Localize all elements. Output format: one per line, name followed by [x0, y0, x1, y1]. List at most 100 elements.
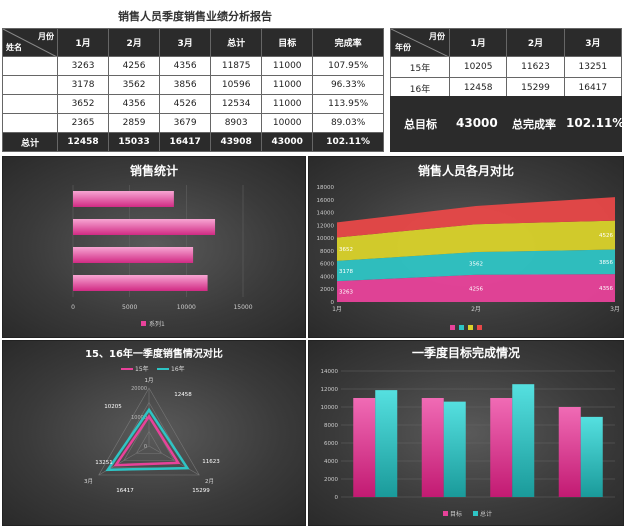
area-series	[337, 197, 615, 238]
y-tick-label: 4000	[324, 459, 338, 465]
column-bar	[580, 416, 603, 497]
x-tick-label: 5000	[122, 304, 137, 311]
table-cell: 113.95%	[312, 94, 384, 114]
table-cell: 3856	[159, 75, 212, 95]
column-bar	[421, 398, 444, 497]
legend-label: 总计	[480, 510, 492, 518]
table-cell: 12534	[210, 94, 263, 114]
monthly-compare-chart: 销售人员各月对比 0 2000 4000 6000 8000 10000 12000 1400…	[317, 163, 620, 330]
column-bar	[443, 401, 466, 497]
table-row: 15年 10205 11623 13251	[390, 56, 623, 78]
table-cell: 102.11%	[312, 132, 384, 152]
row-name: 15年	[390, 56, 450, 78]
corner-bottom-label: 年份	[395, 43, 411, 52]
y-tick-label: 10000	[321, 405, 339, 411]
table-row: 2365 2859 3679 8903 10000 89.03%	[2, 113, 384, 133]
target-completion-panel: 一季度目标完成情况 0 2000 4000 6000 8000 10000 12000 140…	[308, 340, 624, 526]
table-cell: 89.03%	[312, 113, 384, 133]
total-row: 总计 12458 15033 16417 43908 43000 102.11%	[2, 132, 384, 152]
y-tick-label: 0	[335, 495, 339, 501]
column-header: 1月	[56, 28, 110, 57]
value-label: 15299	[192, 488, 210, 494]
chart-title: 15、16年一季度销售情况对比	[85, 347, 223, 360]
total-rate-label: 总完成率	[512, 118, 556, 131]
row-name: 总计	[2, 132, 58, 152]
x-tick-label: 1月	[332, 306, 342, 313]
y-tick-label: 14000	[321, 369, 339, 375]
year-compare-panel: 15、16年一季度销售情况对比 0 10000 20000 1月 2月 3月 12458 11…	[2, 340, 306, 526]
corner-top-label: 月份	[38, 32, 54, 41]
x-tick-label: 15000	[233, 304, 252, 311]
y-tick-label: 8000	[324, 423, 338, 429]
table-cell: 2365	[56, 113, 110, 133]
y-tick-label: 10000	[317, 236, 335, 242]
x-tick-label: 2月	[471, 306, 481, 313]
table-cell: 43000	[261, 132, 314, 152]
data-label: 3856	[599, 260, 613, 266]
column-header: 完成率	[312, 28, 384, 57]
table-cell: 3652	[56, 94, 110, 114]
sales-stat-chart: 销售统计 0 5000 10000 15000 系列1	[71, 163, 253, 328]
total-rate-value: 102.11%	[566, 116, 624, 130]
chart-title: 销售统计	[130, 163, 178, 178]
table-cell: 3263	[56, 56, 110, 76]
value-label: 10205	[104, 404, 122, 410]
y-tick-label: 6000	[324, 441, 338, 447]
y-tick-label: 12000	[317, 223, 335, 229]
table-cell: 10000	[261, 113, 314, 133]
legend-swatch	[443, 511, 448, 516]
radar-grid	[123, 416, 175, 461]
chart-title: 一季度目标完成情况	[412, 345, 520, 360]
y-tick-label: 16000	[317, 198, 335, 204]
right-year-table: 月份 年份 1月 2月 3月 15年 10205 11623 13251 16年 12458 1…	[390, 28, 623, 99]
legend-swatch	[459, 325, 464, 330]
sales-stat-panel: 销售统计 0 5000 10000 15000 系列1	[2, 156, 306, 338]
table-cell: 11000	[261, 56, 314, 76]
corner-cell: 月份 姓名	[2, 28, 58, 57]
axis-label: 3月	[84, 478, 93, 485]
row-name	[2, 75, 58, 95]
column-header: 2月	[108, 28, 161, 57]
area-series	[337, 220, 615, 261]
bar	[73, 275, 208, 291]
legend-label: 15年	[135, 365, 149, 373]
radar-grid	[135, 430, 163, 454]
table-cell: 4356	[108, 94, 161, 114]
table-cell: 16417	[159, 132, 212, 152]
corner-top-label: 月份	[429, 32, 445, 41]
column-bar	[512, 384, 535, 497]
value-label: 13251	[95, 460, 113, 466]
table-row: 3263 4256 4356 11875 11000 107.95%	[2, 56, 384, 76]
table-cell: 8903	[210, 113, 263, 133]
column-header: 3月	[563, 28, 623, 57]
table-cell: 11000	[261, 94, 314, 114]
legend-swatch	[473, 511, 478, 516]
table-cell: 13251	[563, 56, 623, 78]
chart-title: 销售人员各月对比	[418, 163, 514, 178]
r-tick-label: 10000	[131, 415, 147, 421]
column-bar	[353, 398, 376, 497]
table-cell: 11875	[210, 56, 263, 76]
radar-grid	[98, 387, 200, 476]
y-tick-label: 0	[331, 300, 335, 306]
table-cell: 10205	[448, 56, 508, 78]
table-row: 3652 4356 4526 12534 11000 113.95%	[2, 94, 384, 114]
column-header: 目标	[261, 28, 314, 57]
radar-series	[105, 407, 190, 472]
column-bar	[558, 407, 581, 497]
year-compare-radar: 15、16年一季度销售情况对比 0 10000 20000 1月 2月 3月 12458 11…	[84, 347, 223, 494]
table-cell: 43908	[210, 132, 263, 152]
axis-label: 2月	[205, 478, 214, 485]
row-name	[2, 94, 58, 114]
legend-swatch	[141, 321, 146, 326]
corner-cell: 月份 年份	[390, 28, 450, 57]
y-tick-label: 2000	[320, 287, 334, 293]
legend-swatch	[477, 325, 482, 330]
legend-swatch	[450, 325, 455, 330]
table-cell: 11000	[261, 75, 314, 95]
table-cell: 4526	[159, 94, 212, 114]
legend-label: 16年	[171, 365, 185, 373]
total-target-value: 43000	[456, 116, 498, 130]
column-header: 2月	[506, 28, 565, 57]
table-cell: 3562	[108, 75, 161, 95]
